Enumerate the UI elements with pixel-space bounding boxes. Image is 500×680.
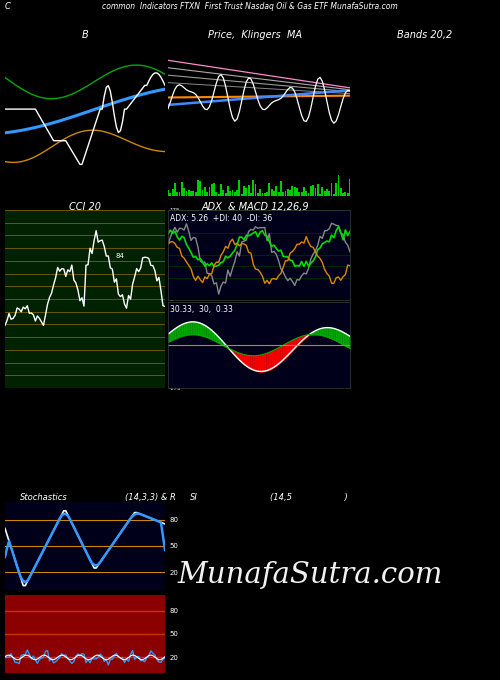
Text: ADX: 5.26  +DI: 40  -DI: 36: ADX: 5.26 +DI: 40 -DI: 36: [170, 214, 272, 222]
Bar: [319, 194, 321, 196]
Bar: [349, 180, 351, 196]
Text: B: B: [82, 30, 88, 40]
Text: (14,5                    ): (14,5 ): [270, 493, 348, 502]
Bar: [220, 184, 222, 196]
Bar: [303, 187, 305, 196]
Bar: [202, 190, 203, 196]
Bar: [294, 187, 296, 196]
Bar: [259, 188, 261, 196]
Bar: [280, 181, 282, 196]
Bar: [172, 189, 173, 196]
Bar: [324, 192, 326, 196]
Text: Price,  Klingers  MA: Price, Klingers MA: [208, 30, 302, 40]
Bar: [206, 192, 208, 196]
Bar: [262, 193, 264, 196]
Bar: [270, 189, 272, 196]
Bar: [308, 192, 310, 196]
Bar: [181, 182, 182, 196]
Bar: [197, 180, 199, 196]
Text: 30.33,  30,  0.33: 30.33, 30, 0.33: [170, 305, 232, 314]
Bar: [250, 192, 252, 196]
Bar: [342, 194, 344, 196]
Bar: [317, 184, 318, 196]
Text: (14,3,3) & R: (14,3,3) & R: [125, 493, 176, 502]
Bar: [278, 192, 280, 196]
Bar: [216, 192, 218, 196]
Bar: [234, 192, 235, 196]
Bar: [200, 182, 201, 196]
Text: CCI 20: CCI 20: [69, 202, 101, 212]
Bar: [178, 192, 180, 196]
Text: MunafaSutra.com: MunafaSutra.com: [178, 560, 442, 589]
Bar: [224, 193, 226, 196]
Bar: [222, 190, 224, 196]
Text: Bands 20,2: Bands 20,2: [398, 30, 452, 40]
Bar: [218, 194, 220, 196]
Bar: [227, 186, 229, 196]
Bar: [208, 188, 210, 196]
Bar: [183, 188, 185, 196]
Bar: [266, 192, 268, 196]
Bar: [289, 190, 291, 196]
Bar: [174, 183, 176, 196]
Bar: [276, 186, 277, 196]
Bar: [170, 193, 171, 196]
Bar: [243, 186, 245, 196]
Bar: [257, 192, 259, 196]
Bar: [246, 188, 248, 196]
Bar: [322, 187, 324, 196]
Bar: [338, 175, 340, 196]
Bar: [340, 188, 342, 196]
Bar: [268, 183, 270, 196]
Bar: [264, 193, 266, 196]
Bar: [238, 180, 240, 196]
Bar: [248, 185, 250, 196]
Bar: [298, 192, 300, 196]
Bar: [344, 192, 346, 196]
Bar: [326, 189, 328, 196]
Bar: [190, 190, 192, 196]
Bar: [236, 190, 238, 196]
Bar: [347, 193, 348, 196]
Bar: [192, 190, 194, 196]
Bar: [292, 186, 294, 196]
Bar: [282, 192, 284, 196]
Bar: [204, 186, 206, 196]
Bar: [284, 191, 286, 196]
Text: C: C: [5, 2, 11, 11]
Bar: [176, 192, 178, 196]
Bar: [188, 190, 190, 196]
Bar: [330, 183, 332, 196]
Bar: [310, 186, 312, 196]
Bar: [230, 191, 231, 196]
Bar: [306, 190, 307, 196]
Bar: [336, 182, 337, 196]
Bar: [211, 184, 212, 196]
Bar: [312, 185, 314, 196]
Bar: [296, 188, 298, 196]
Bar: [232, 190, 234, 196]
Bar: [213, 183, 215, 196]
Bar: [300, 192, 302, 196]
Text: 84: 84: [115, 253, 124, 259]
Text: Stochastics: Stochastics: [20, 493, 68, 502]
Bar: [167, 190, 169, 196]
Bar: [186, 190, 188, 196]
Bar: [314, 188, 316, 196]
Bar: [273, 190, 275, 196]
Bar: [241, 194, 242, 196]
Bar: [333, 194, 335, 196]
Text: SI: SI: [190, 493, 198, 502]
Bar: [194, 192, 196, 196]
Bar: [287, 189, 288, 196]
Bar: [252, 180, 254, 196]
Text: ADX  & MACD 12,26,9: ADX & MACD 12,26,9: [201, 202, 309, 212]
Bar: [328, 192, 330, 196]
Text: common  Indicators FTXN  First Trust Nasdaq Oil & Gas ETF MunafaSutra.com: common Indicators FTXN First Trust Nasda…: [102, 2, 398, 11]
Bar: [254, 184, 256, 196]
